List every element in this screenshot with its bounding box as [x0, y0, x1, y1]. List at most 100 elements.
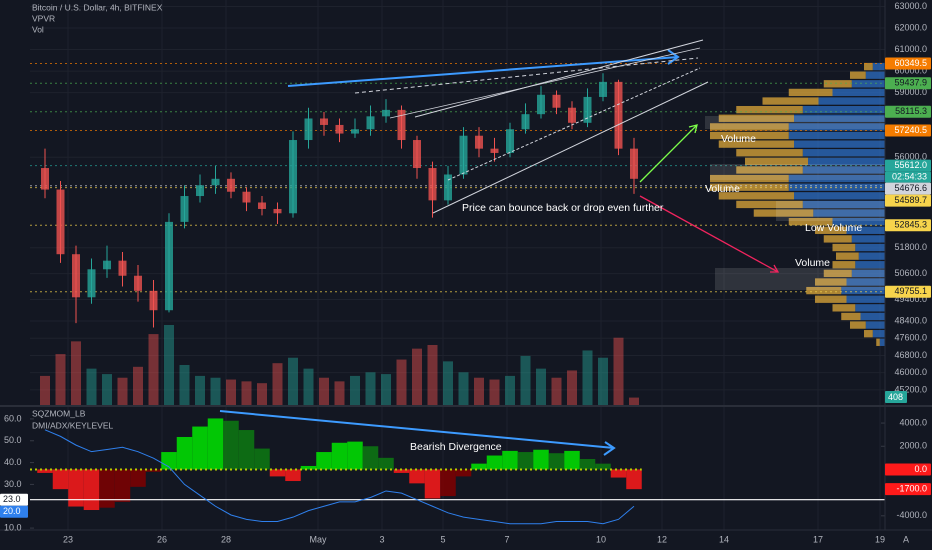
momentum-bar [192, 426, 208, 470]
candle-body [397, 109, 406, 141]
momentum-bar [579, 459, 596, 470]
momentum-bar [254, 448, 270, 470]
profile-up [788, 123, 885, 131]
volume-bar [133, 366, 143, 405]
volume-bar [396, 359, 407, 405]
momentum-bar [347, 441, 363, 470]
profile-down [850, 321, 866, 329]
key-label: 23.0 [3, 494, 21, 504]
y2-tick-label: 2000.0 [899, 441, 927, 451]
volume-label: 408 [888, 392, 903, 402]
arrow-head [688, 124, 698, 134]
profile-up [802, 149, 885, 157]
y2-tick-label: 4000.0 [899, 417, 927, 427]
profile-down [718, 192, 794, 200]
volume-bar [55, 354, 66, 405]
indicator-title: SQZMOM_LB [32, 408, 86, 418]
x-tick-label: 28 [221, 534, 231, 544]
volume-bar [303, 368, 314, 405]
profile-down [710, 174, 789, 183]
volume-bar [272, 363, 283, 405]
y-tick-label: 59000.0 [894, 87, 927, 97]
x-tick-label: 7 [504, 534, 509, 544]
volume-bar [257, 383, 267, 405]
momentum-label-box [885, 483, 931, 496]
momentum-bar [52, 469, 69, 490]
profile-down [832, 261, 856, 269]
arrow-head [667, 49, 680, 65]
profile-up [855, 261, 885, 269]
wedge-line [414, 39, 704, 118]
momentum-bar [486, 455, 503, 470]
candle-body [428, 168, 437, 201]
x-tick-label: 23 [63, 534, 73, 544]
x-tick-label: 3 [379, 534, 384, 544]
volume-bar [102, 374, 112, 405]
volume-bar [179, 365, 190, 405]
countdown-box [885, 171, 931, 183]
volume-profile [710, 62, 885, 346]
candle-body [413, 140, 421, 169]
candle-body [382, 109, 390, 117]
candle-body [366, 116, 375, 130]
profile-down [876, 338, 880, 346]
x-tick-label: 26 [157, 534, 167, 544]
candle-body [444, 174, 452, 201]
price-label-box [885, 105, 931, 118]
volume-bar [613, 337, 624, 405]
price-label: 49755.1 [894, 286, 927, 296]
profile-down [710, 131, 789, 140]
y-tick-label: 49400.0 [894, 294, 927, 304]
volume-bar [365, 372, 376, 405]
momentum-bar [595, 463, 611, 470]
volume-bar [148, 334, 159, 405]
momentum-bar [269, 469, 286, 477]
profile-up [802, 200, 885, 209]
profile-down [850, 71, 866, 79]
momentum-bar [455, 469, 472, 477]
profile-up [802, 166, 885, 174]
y-tick-label: 56000.0 [894, 152, 927, 162]
candle-body [552, 94, 561, 108]
profile-down [788, 88, 833, 97]
y2-tick-label: -4000.0 [896, 510, 927, 520]
profile-down [815, 226, 847, 234]
profile-down [762, 97, 819, 105]
profile-up [846, 226, 885, 234]
volume-bar [350, 375, 360, 405]
x-tick-label: 5 [440, 534, 445, 544]
candle-body [165, 221, 173, 311]
candle-body [320, 118, 328, 125]
profile-up [808, 157, 885, 166]
momentum-bar [393, 469, 410, 473]
volume-bar [71, 341, 81, 405]
momentum-bar [99, 469, 115, 508]
momentum-bar [68, 469, 84, 507]
candle-body [335, 124, 344, 134]
profile-up [865, 71, 885, 79]
profile-down [832, 243, 856, 252]
profile-up [788, 131, 885, 140]
momentum-bar [533, 449, 549, 470]
price-label: 59437.9 [894, 78, 927, 88]
profile-down [823, 80, 852, 88]
profile-down [823, 269, 852, 278]
candles [41, 73, 638, 328]
volume-bar [489, 379, 500, 405]
momentum-bar [130, 469, 146, 487]
volume-label-box [885, 391, 907, 403]
overlay-name: Vol [32, 24, 44, 34]
profile-up [832, 88, 885, 97]
x-tick-label: May [309, 534, 327, 544]
profile-down [745, 157, 808, 166]
momentum-bar [83, 469, 100, 511]
profile-up [872, 330, 885, 338]
volume-bar [334, 381, 345, 405]
volume-bar [582, 350, 593, 405]
candle-body [568, 107, 576, 123]
profile-up [794, 140, 885, 148]
candle-body [227, 178, 235, 192]
volume-bar [427, 345, 438, 405]
momentum-bar [502, 450, 518, 470]
